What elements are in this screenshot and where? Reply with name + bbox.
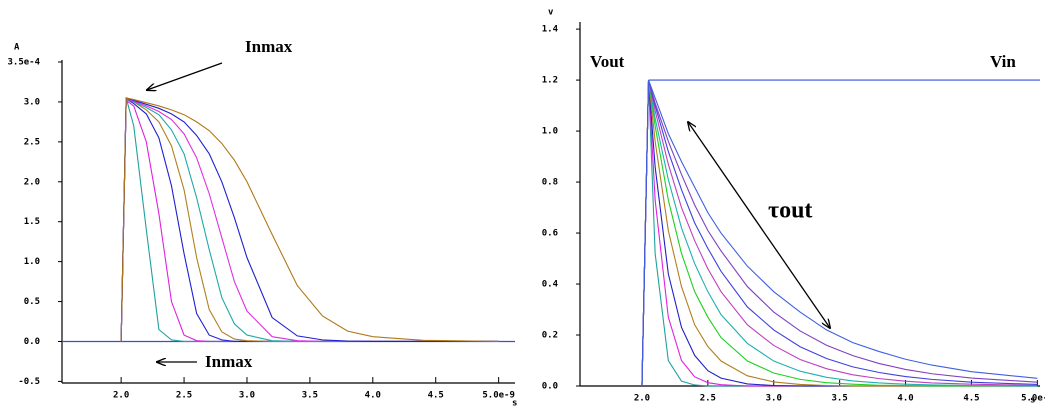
- curve: [120, 97, 499, 343]
- x-tick-label: 2.5: [176, 391, 192, 401]
- x-axis-label: s: [1030, 396, 1035, 406]
- arrow: [688, 122, 830, 328]
- x-tick-label: 4.5: [428, 391, 444, 401]
- y-tick-label: 0.0: [542, 382, 558, 392]
- y-tick-label: 1.0: [542, 127, 558, 137]
- annotation: Inmax: [205, 352, 253, 371]
- y-tick-label: 0.8: [542, 178, 558, 188]
- y-tick-label: 1.5: [24, 217, 40, 227]
- annotation: Vout: [590, 52, 625, 71]
- x-axis-label: s: [512, 399, 517, 406]
- x-tick-label: 3.0: [239, 391, 255, 401]
- y-tick-label: 0.4: [542, 280, 559, 290]
- curve: [641, 80, 1038, 387]
- y-tick-label: 3.0: [24, 97, 40, 107]
- y-tick-label: 1.0: [24, 257, 40, 267]
- y-tick-label: 0.5: [24, 297, 40, 307]
- curve: [641, 80, 1038, 387]
- curve: [641, 79, 1038, 387]
- x-tick-label: 5.0e-9: [1021, 394, 1045, 404]
- x-tick-label: 2.5: [700, 394, 716, 404]
- curve: [641, 79, 1038, 387]
- y-axis-label: A: [14, 43, 20, 53]
- y-tick-label: 1.4: [542, 25, 559, 35]
- x-tick-label: 4.0: [365, 391, 381, 401]
- curve: [120, 97, 499, 343]
- x-tick-label: 3.5: [302, 391, 318, 401]
- curve: [641, 79, 1038, 387]
- annotation: τout: [768, 198, 812, 224]
- y-tick-label: 2.5: [24, 137, 40, 147]
- curve: [641, 79, 1038, 387]
- y-tick-label: -0.5: [18, 377, 40, 387]
- x-tick-label: 3.0: [766, 394, 782, 404]
- y-tick-label: 0.2: [542, 331, 558, 341]
- x-tick-label: 4.5: [963, 394, 979, 404]
- y-tick-label: 0.0: [24, 337, 40, 347]
- y-tick-label: 2.0: [24, 177, 40, 187]
- curve: [641, 80, 1038, 387]
- x-tick-label: 2.0: [113, 391, 129, 401]
- curve: [120, 97, 499, 343]
- y-tick-label: 0.6: [542, 229, 558, 239]
- x-tick-label: 3.5: [832, 394, 848, 404]
- x-tick-label: 4.0: [897, 394, 913, 404]
- curve: [641, 79, 1038, 387]
- x-tick-label: 2.0: [634, 394, 650, 404]
- y-tick-label: 3.5e-4: [7, 58, 40, 68]
- curve: [641, 80, 1038, 387]
- annotation: Vin: [990, 52, 1016, 71]
- arrow: [147, 62, 223, 90]
- x-tick-label: 5.0e-9: [482, 391, 515, 401]
- curve: [641, 80, 1038, 387]
- annotation: Inmax: [245, 37, 293, 56]
- y-axis-label: v: [548, 8, 554, 18]
- y-tick-label: 1.2: [542, 76, 558, 86]
